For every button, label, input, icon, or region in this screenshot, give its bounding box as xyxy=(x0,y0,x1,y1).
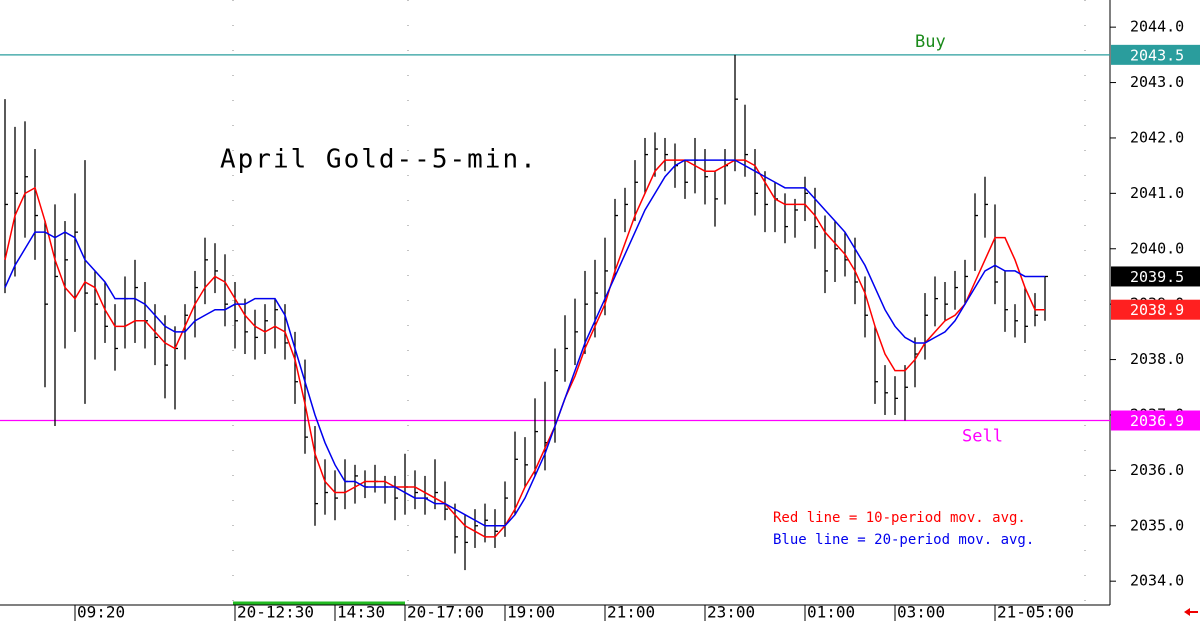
x-tick-label: 20-12:30 xyxy=(237,603,314,621)
price-tag xyxy=(1111,410,1200,431)
y-tick-label: 2044.0 xyxy=(1130,18,1184,36)
price-bars xyxy=(4,54,1048,571)
price-tag xyxy=(1111,299,1200,320)
price-tag-label: 2043.5 xyxy=(1130,46,1184,64)
annotation: Red line = 10-period mov. avg. xyxy=(773,510,1026,526)
x-tick-label: 09:20 xyxy=(77,603,125,621)
moving-average-line xyxy=(4,159,1045,538)
price-tag-label: 2039.5 xyxy=(1130,268,1184,286)
x-tick-label: 23:00 xyxy=(707,603,755,621)
x-tick-label: 20-17:00 xyxy=(407,603,484,621)
scroll-arrow[interactable] xyxy=(1184,608,1198,616)
price-tag xyxy=(1111,44,1200,65)
price-tag-label: 2038.9 xyxy=(1130,301,1184,319)
y-tick-label: 2043.0 xyxy=(1130,73,1184,91)
level-name: Buy xyxy=(915,32,946,52)
moving-average-line xyxy=(4,159,1045,527)
y-tick-label: 2042.0 xyxy=(1130,128,1184,146)
x-tick-label: 19:00 xyxy=(507,603,555,621)
y-tick-label: 2034.0 xyxy=(1130,572,1184,590)
x-tick-label: 03:00 xyxy=(897,603,945,621)
x-tick-label: 14:30 xyxy=(337,603,385,621)
y-tick-label: 2040.0 xyxy=(1130,239,1184,257)
price-tag-label: 2036.9 xyxy=(1130,412,1184,430)
x-tick-label: 21-05:00 xyxy=(997,603,1074,621)
x-tick-label: 21:00 xyxy=(607,603,655,621)
y-tick-label: 2038.0 xyxy=(1130,350,1184,368)
chart-title: April Gold--5-min. xyxy=(220,145,538,175)
y-tick-label: 2041.0 xyxy=(1130,184,1184,202)
annotation: Blue line = 20-period mov. avg. xyxy=(773,532,1034,548)
y-tick-label: 2036.0 xyxy=(1130,461,1184,479)
price-tag xyxy=(1111,266,1200,287)
grid xyxy=(232,0,1086,605)
y-tick-label: 2035.0 xyxy=(1130,516,1184,534)
x-tick-label: 01:00 xyxy=(807,603,855,621)
level-name: Sell xyxy=(962,427,1003,447)
